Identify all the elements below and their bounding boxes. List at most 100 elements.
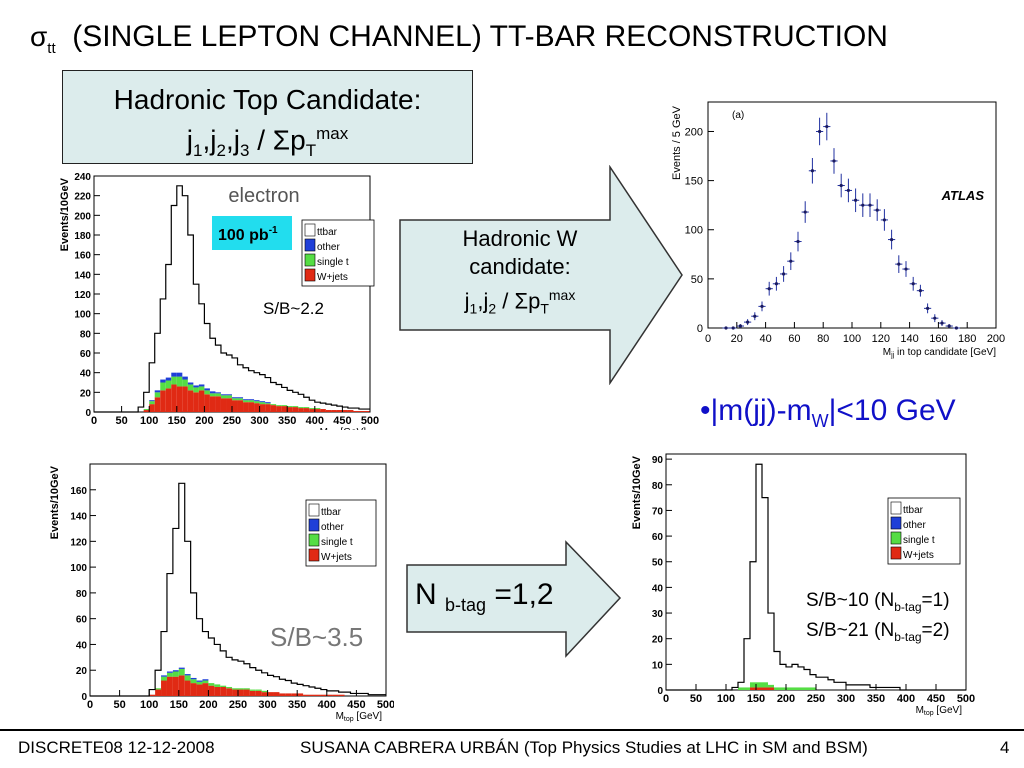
wjets-bar [190,683,197,696]
wjets-bar [265,404,271,412]
wjets-bar [303,408,310,412]
other-bar [166,671,173,673]
wjets-bar [287,407,293,412]
single-t-bar [187,384,194,391]
wjets-bar [292,407,299,412]
x-tick-label: 450 [927,693,945,705]
x-axis-label: Mtop [GeV] [336,711,383,723]
wjets-bar [178,675,185,696]
y-tick-label: 150 [685,176,703,188]
legend-label: W+jets [321,552,352,563]
single-t-bar [220,685,227,687]
legend-swatch [304,253,316,267]
single-t-bar [232,398,238,401]
other-bar [171,372,177,377]
x-tick-label: 250 [223,415,241,427]
single-t-bar [780,687,786,690]
y-tick-label: 140 [70,512,87,523]
other-bar [243,399,249,401]
mtop-btag-plot: 0 50 100 150 200 250 300 350 400 450 500 0 10 20 30 40 5… [632,453,975,717]
x-tick-label: 100 [717,693,735,705]
y-tick-label: 20 [652,635,664,646]
y-tick-label: 40 [80,369,92,380]
footer-left: DISCRETE08 12-12-2008 [18,738,215,757]
single-t-bar [792,687,798,690]
y-tick-label: 100 [74,310,91,321]
single-t-bar [184,675,191,681]
mtop-bottom-left-plot: 0 50 100 150 200 250 300 350 400 450 500 0 20 40 60 80 1… [49,463,394,723]
sb-bottom-left: S/B~3.5 [270,622,364,652]
single-t-bar [254,401,260,404]
legend-swatch [890,501,902,515]
wjets-bar [768,687,774,690]
wjets-bar [237,400,244,412]
legend-swatch [308,518,320,532]
legend-label: single t [903,535,935,546]
x-tick-label: 200 [777,693,795,705]
other-bar [149,400,155,402]
wjets-bar [273,692,280,696]
data-point [810,169,814,173]
wjets-bar [243,689,250,696]
wjets-bar [297,693,304,696]
wjets-bar [202,683,209,696]
x-tick-label: 400 [306,415,324,427]
single-t-bar [215,393,221,397]
wjets-bar [762,687,768,690]
x-tick-label: 250 [229,699,247,711]
x-tick-label: 100 [140,699,158,711]
x-tick-label: 450 [347,699,365,711]
wjets-bar [196,684,203,696]
other-bar [259,401,266,403]
x-tick-label: 0 [91,415,97,427]
hadronic-top-formula: j1,j2,j3 / ΣpTmax [186,124,349,160]
other-bar [198,384,205,387]
single-t-bar [298,407,304,409]
wjets-bar [149,694,156,696]
wjets-bar [226,688,233,696]
legend-label: ttbar [903,505,924,516]
sigma-symbol: σ [30,21,48,52]
wjets-bar [182,386,188,412]
single-t-bar [190,679,197,684]
y-tick-label: 240 [74,172,91,183]
single-t-bar [178,668,185,676]
wjets-bar [342,410,348,412]
wjets-bar [750,687,756,690]
single-t-bar [287,406,293,408]
other-bar [184,674,191,676]
y-tick-label: 120 [70,537,87,548]
wjets-bar [364,411,370,412]
y-axis-label: Events/10GeV [632,455,643,529]
x-tick-label: 450 [333,415,351,427]
other-bar [204,388,210,391]
wjets-bar [165,388,172,412]
data-point [933,316,937,320]
wjets-bar [149,404,155,412]
hadronic-top-box: Hadronic Top Candidate: j1,j2,j3 / ΣpTma… [62,70,473,164]
wjets-bar [259,404,266,412]
y-tick-label: 30 [652,609,664,620]
wjets-bar [298,408,304,412]
wjets-bar [160,390,166,412]
y-tick-label: 200 [685,126,703,138]
single-t-bar [214,684,221,687]
single-t-bar [314,408,321,410]
data-point [897,262,901,266]
x-axis-label: Mtop [GeV] [320,427,367,430]
y-tick-label: 10 [652,660,664,671]
other-bar [237,397,244,399]
wjets-bar [232,400,238,412]
x-tick-label: 150 [747,693,765,705]
wjets-bar [171,384,177,412]
single-t-bar [171,376,177,385]
mass-window-cut: •|m(jj)-mW|<10 GeV [700,394,956,431]
single-t-bar [261,690,268,693]
y-tick-label: 70 [652,506,664,517]
data-point [954,326,958,330]
single-t-bar [750,682,756,688]
data-point [854,198,858,202]
wjets-bar [331,410,337,412]
data-point [782,272,786,276]
wjets-bar [325,410,332,412]
